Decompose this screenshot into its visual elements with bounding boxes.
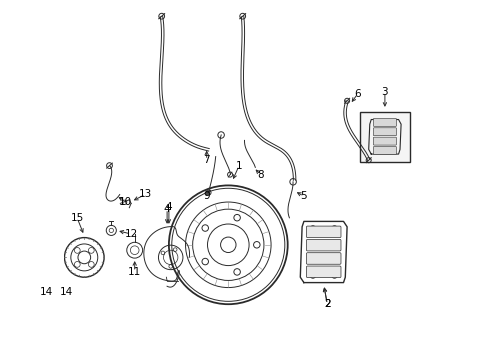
- Text: 11: 11: [128, 267, 141, 277]
- Bar: [359, 112, 409, 162]
- Text: 2: 2: [324, 299, 330, 309]
- FancyBboxPatch shape: [306, 226, 340, 238]
- FancyBboxPatch shape: [373, 147, 396, 154]
- Text: 12: 12: [124, 229, 138, 239]
- Text: 14: 14: [40, 287, 53, 297]
- FancyBboxPatch shape: [306, 239, 340, 251]
- Text: 8: 8: [257, 170, 264, 180]
- Text: 7: 7: [203, 155, 209, 165]
- FancyBboxPatch shape: [373, 128, 396, 136]
- Text: 9: 9: [203, 191, 209, 201]
- Text: 6: 6: [354, 89, 361, 99]
- FancyBboxPatch shape: [306, 266, 340, 278]
- FancyBboxPatch shape: [306, 253, 340, 264]
- Text: 13: 13: [139, 189, 152, 199]
- Text: 1: 1: [235, 161, 242, 171]
- FancyBboxPatch shape: [373, 118, 396, 126]
- FancyBboxPatch shape: [373, 137, 396, 145]
- Text: 2: 2: [324, 299, 330, 309]
- Text: 4: 4: [163, 204, 170, 214]
- Text: 14: 14: [60, 287, 73, 297]
- Text: 10: 10: [119, 197, 132, 207]
- Text: 5: 5: [300, 191, 306, 201]
- Text: 3: 3: [381, 87, 387, 97]
- Text: 15: 15: [70, 213, 83, 223]
- Text: 4: 4: [165, 202, 172, 212]
